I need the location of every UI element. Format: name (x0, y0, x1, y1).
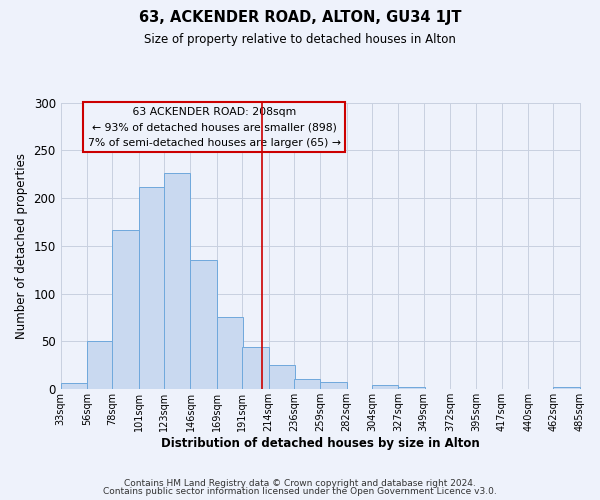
Bar (372, 384, 398, 390)
Bar (320, 382, 347, 390)
Bar (139, 186, 165, 390)
Text: 63 ACKENDER ROAD: 208sqm   
← 93% of detached houses are smaller (898)
7% of sem: 63 ACKENDER ROAD: 208sqm ← 93% of detach… (88, 107, 341, 148)
Y-axis label: Number of detached properties: Number of detached properties (15, 153, 28, 339)
Bar (61, 382, 87, 390)
Bar (242, 347, 269, 390)
Text: Size of property relative to detached houses in Alton: Size of property relative to detached ho… (144, 32, 456, 46)
Bar (217, 316, 244, 390)
Bar (553, 388, 580, 390)
Bar (269, 366, 295, 390)
Text: Contains public sector information licensed under the Open Government Licence v3: Contains public sector information licen… (103, 487, 497, 496)
X-axis label: Distribution of detached houses by size in Alton: Distribution of detached houses by size … (161, 437, 480, 450)
Bar (87, 342, 113, 390)
Text: Contains HM Land Registry data © Crown copyright and database right 2024.: Contains HM Land Registry data © Crown c… (124, 478, 476, 488)
Bar (398, 388, 425, 390)
Text: 63, ACKENDER ROAD, ALTON, GU34 1JT: 63, ACKENDER ROAD, ALTON, GU34 1JT (139, 10, 461, 25)
Bar (112, 230, 139, 390)
Bar (164, 173, 190, 390)
Bar (190, 260, 217, 390)
Bar (294, 379, 320, 390)
